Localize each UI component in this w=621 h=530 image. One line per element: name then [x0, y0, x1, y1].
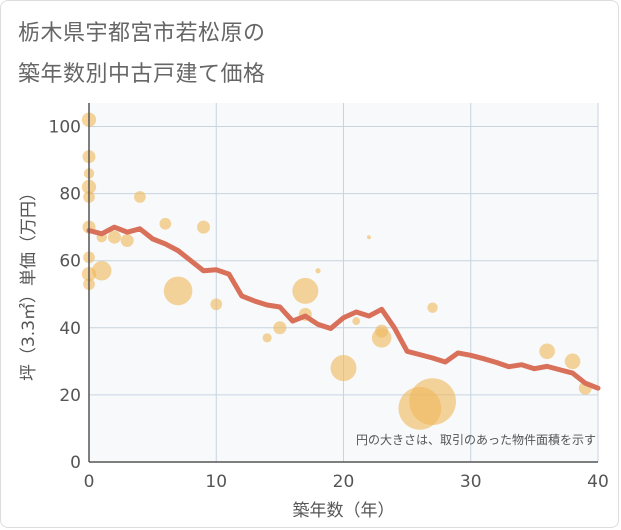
bubble-point — [262, 333, 272, 343]
y-axis-label: 坪（3.3㎡）単価（万円） — [19, 184, 39, 381]
chart-title-line-2: 築年数別中古戸建て価格 — [18, 62, 266, 87]
bubble-series — [81, 112, 592, 430]
bubble-point — [427, 302, 438, 313]
bubble-point — [120, 234, 134, 248]
bubble-point — [352, 317, 361, 325]
axes: 0 20 40 60 80 100 0 10 20 30 40 — [49, 103, 609, 492]
bubble-point — [273, 321, 287, 335]
bubble-point — [91, 261, 112, 281]
bubble-point — [375, 324, 389, 338]
bubble-point — [163, 276, 193, 306]
chart-title-line-1: 栃木県宇都宮市若松原の — [18, 21, 266, 46]
y-tick-label: 40 — [59, 319, 81, 339]
size-note: 円の大きさは、取引のあった物件面積を示す — [356, 432, 596, 447]
y-tick-label: 20 — [59, 386, 81, 406]
trend-line-series — [86, 224, 601, 391]
bubble-point — [564, 353, 581, 370]
x-tick-label: 0 — [84, 472, 95, 492]
bubble-point — [134, 191, 146, 203]
bubble-point — [409, 378, 456, 426]
bubble-point — [315, 268, 321, 274]
bubble-point — [330, 355, 357, 382]
grid — [88, 103, 599, 463]
bubble-point — [197, 220, 211, 234]
bubble-point — [107, 230, 121, 244]
x-tick-label: 40 — [587, 472, 609, 492]
bubble-point — [292, 277, 319, 304]
y-tick-label: 60 — [59, 252, 81, 272]
x-tick-label: 10 — [205, 472, 227, 492]
x-tick-label: 30 — [460, 472, 482, 492]
y-tick-label: 80 — [59, 185, 81, 205]
y-tick-label: 0 — [70, 453, 81, 473]
y-tick-label: 100 — [49, 117, 81, 137]
x-axis-label: 築年数（年） — [293, 501, 395, 521]
x-tick-label: 20 — [333, 472, 355, 492]
bubble-point — [539, 343, 555, 360]
trend-line — [86, 224, 601, 391]
bubble-point — [210, 298, 223, 311]
bubble-point — [159, 217, 172, 230]
bubble-point — [367, 235, 371, 240]
